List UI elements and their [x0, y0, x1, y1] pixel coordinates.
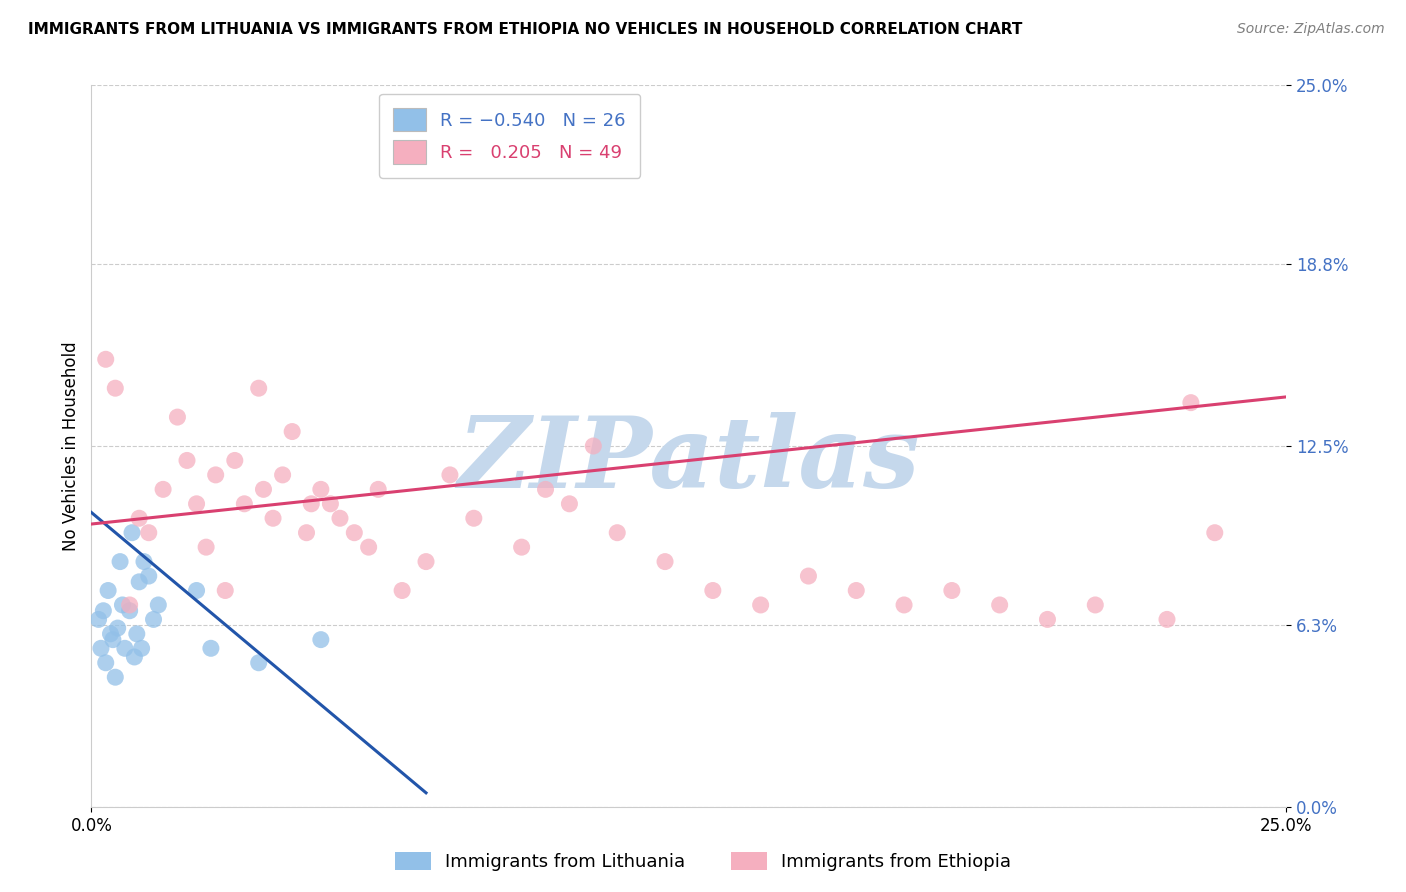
Point — [247, 381, 270, 395]
Point — [233, 497, 256, 511]
Legend: R = −0.540   N = 26, R =   0.205   N = 49: R = −0.540 N = 26, R = 0.205 N = 49 — [380, 94, 640, 178]
Point — [247, 656, 270, 670]
Text: IMMIGRANTS FROM LITHUANIA VS IMMIGRANTS FROM ETHIOPIA NO VEHICLES IN HOUSEHOLD C: IMMIGRANTS FROM LITHUANIA VS IMMIGRANTS … — [28, 22, 1022, 37]
Point — [118, 604, 141, 618]
Point — [200, 641, 222, 656]
Point — [343, 525, 366, 540]
Point — [654, 555, 676, 569]
Point — [534, 483, 557, 497]
Point — [1156, 612, 1178, 626]
Point — [186, 583, 208, 598]
Point — [606, 525, 628, 540]
Point — [702, 583, 724, 598]
Legend: Immigrants from Lithuania, Immigrants from Ethiopia: Immigrants from Lithuania, Immigrants fr… — [388, 845, 1018, 879]
Point — [90, 641, 112, 656]
Point — [176, 453, 198, 467]
Point — [101, 632, 124, 647]
Text: ZIPatlas: ZIPatlas — [458, 412, 920, 508]
Point — [100, 627, 122, 641]
Point — [463, 511, 485, 525]
Point — [309, 632, 332, 647]
Point — [367, 483, 389, 497]
Point — [749, 598, 772, 612]
Point — [87, 612, 110, 626]
Point — [439, 467, 461, 482]
Point — [148, 598, 170, 612]
Point — [107, 621, 129, 635]
Point — [391, 583, 413, 598]
Point — [93, 604, 114, 618]
Point — [262, 511, 284, 525]
Point — [186, 497, 208, 511]
Point — [558, 497, 581, 511]
Point — [252, 483, 274, 497]
Text: Source: ZipAtlas.com: Source: ZipAtlas.com — [1237, 22, 1385, 37]
Point — [111, 598, 134, 612]
Point — [114, 641, 136, 656]
Point — [104, 381, 127, 395]
Point — [1204, 525, 1226, 540]
Y-axis label: No Vehicles in Household: No Vehicles in Household — [62, 341, 80, 551]
Point — [582, 439, 605, 453]
Point — [94, 352, 117, 367]
Point — [94, 656, 117, 670]
Point — [125, 627, 148, 641]
Point — [104, 670, 127, 684]
Point — [128, 574, 150, 589]
Point — [121, 525, 143, 540]
Point — [415, 555, 437, 569]
Point — [893, 598, 915, 612]
Point — [97, 583, 120, 598]
Point — [131, 641, 153, 656]
Point — [132, 555, 155, 569]
Point — [1036, 612, 1059, 626]
Point — [309, 483, 332, 497]
Point — [1084, 598, 1107, 612]
Point — [152, 483, 174, 497]
Point — [941, 583, 963, 598]
Point — [319, 497, 342, 511]
Point — [204, 467, 226, 482]
Point — [510, 540, 533, 554]
Point — [281, 425, 304, 439]
Point — [118, 598, 141, 612]
Point — [128, 511, 150, 525]
Point — [845, 583, 868, 598]
Point — [357, 540, 380, 554]
Point — [797, 569, 820, 583]
Point — [138, 569, 160, 583]
Point — [138, 525, 160, 540]
Point — [124, 650, 146, 665]
Point — [108, 555, 131, 569]
Point — [329, 511, 352, 525]
Point — [195, 540, 218, 554]
Point — [1180, 395, 1202, 409]
Point — [142, 612, 165, 626]
Point — [166, 410, 188, 425]
Point — [988, 598, 1011, 612]
Point — [295, 525, 318, 540]
Point — [224, 453, 246, 467]
Point — [299, 497, 322, 511]
Point — [271, 467, 294, 482]
Point — [214, 583, 236, 598]
